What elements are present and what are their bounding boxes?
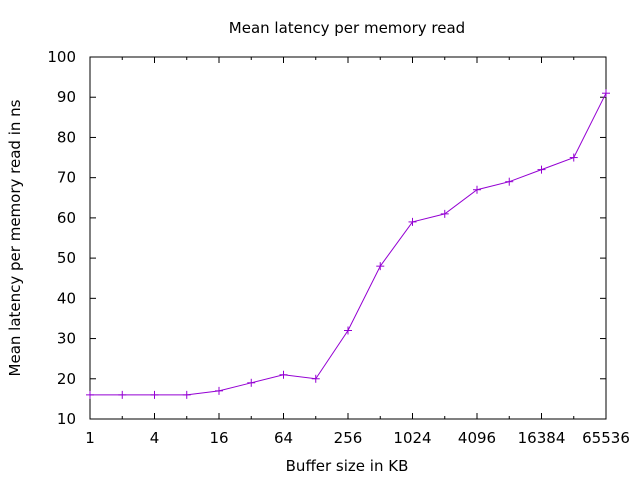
series-group	[86, 89, 610, 399]
y-axis: 10 20 30 40 50 60 70 80 90 100	[47, 48, 606, 428]
data-point	[376, 262, 385, 271]
x-tick-label: 4096	[458, 429, 496, 447]
y-tick-label: 100	[47, 48, 76, 66]
plot-frame	[89, 56, 607, 420]
data-point	[247, 378, 256, 387]
y-tick-label: 10	[57, 410, 76, 428]
x-tick-label: 16	[209, 429, 228, 447]
data-point	[118, 390, 127, 399]
x-tick-label: 1024	[393, 429, 431, 447]
data-point	[537, 165, 546, 174]
x-tick-label: 16384	[518, 429, 566, 447]
y-tick-label: 50	[57, 249, 76, 267]
series-line	[90, 92, 607, 396]
data-point	[473, 185, 481, 194]
y-tick-label: 90	[57, 88, 76, 106]
data-point	[344, 326, 352, 335]
x-tick-label: 65536	[582, 429, 630, 447]
y-axis-label: Mean latency per memory read in ns	[6, 99, 24, 376]
data-point	[505, 177, 514, 186]
y-tick-label: 30	[57, 330, 76, 348]
x-axis-label: Buffer size in KB	[286, 457, 409, 475]
x-tick-label: 1	[85, 429, 95, 447]
y-tick-label: 80	[57, 128, 76, 146]
data-point	[408, 217, 417, 226]
data-point	[602, 89, 610, 98]
y-tick-label: 70	[57, 169, 76, 187]
data-point	[150, 390, 159, 399]
x-tick-label: 256	[334, 429, 363, 447]
y-tick-label: 60	[57, 209, 76, 227]
x-tick-label: 64	[274, 429, 293, 447]
data-point	[279, 370, 288, 379]
x-axis: 1 4 16 64 256 1024 4096 16384 65536	[85, 57, 630, 447]
y-tick-label: 40	[57, 289, 76, 307]
data-point	[311, 374, 320, 383]
data-point	[569, 153, 578, 162]
data-point	[182, 390, 191, 399]
y-tick-label: 20	[57, 370, 76, 388]
data-point	[215, 386, 223, 395]
data-point	[440, 209, 449, 218]
x-tick-label: 4	[150, 429, 160, 447]
data-point	[86, 390, 94, 399]
chart-title: Mean latency per memory read	[229, 19, 465, 37]
